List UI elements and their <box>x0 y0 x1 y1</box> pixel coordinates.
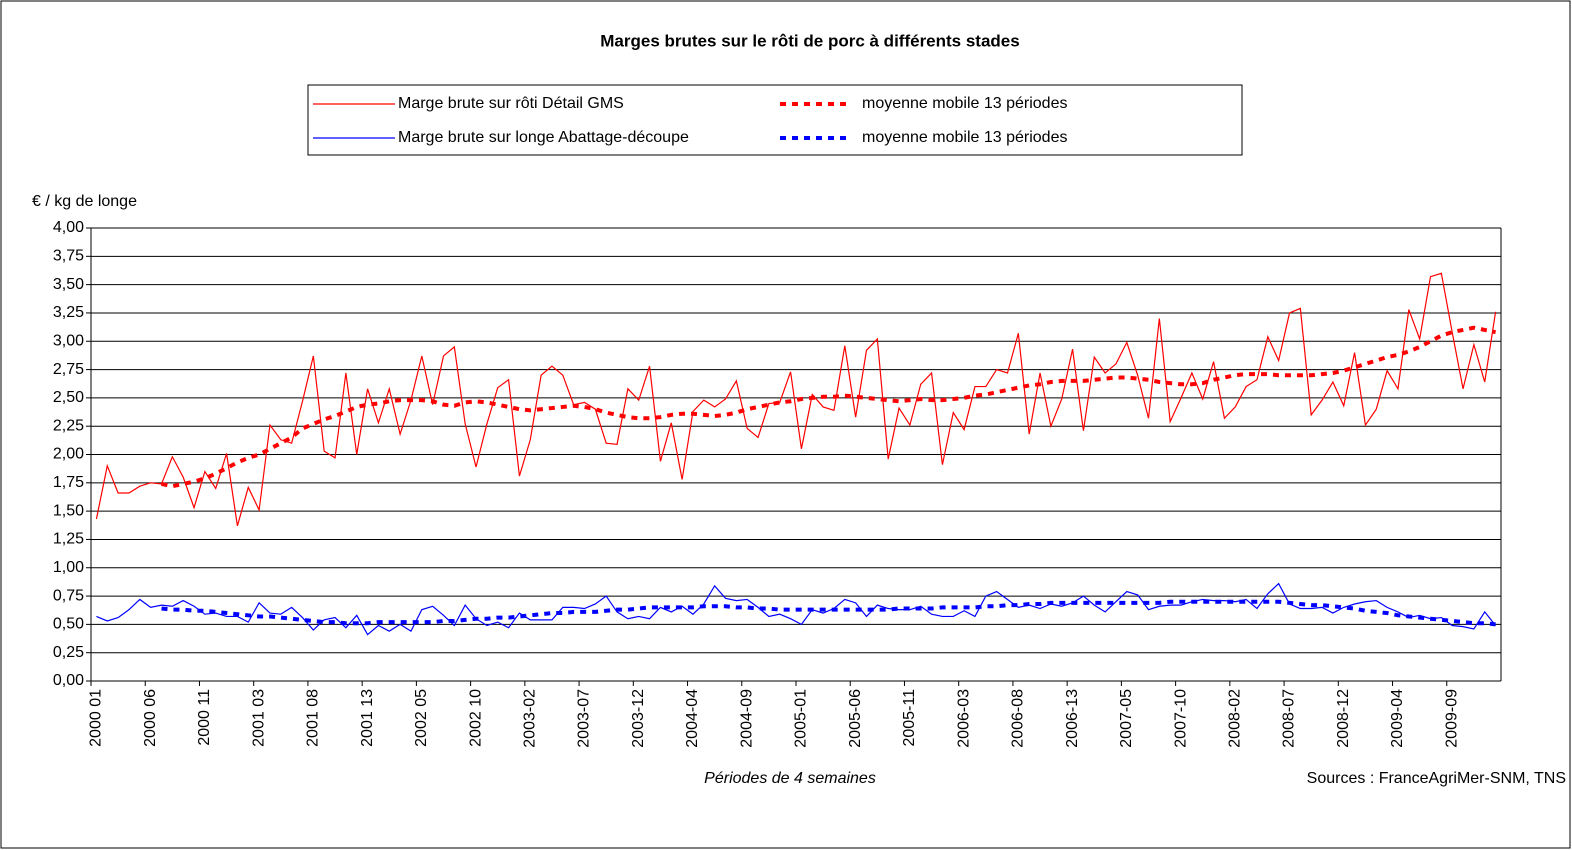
x-tick-label: 2003-12 <box>630 689 647 748</box>
legend-label: Marge brute sur rôti Détail GMS <box>398 95 624 112</box>
legend <box>307 84 1243 156</box>
x-tick-label: 2007-10 <box>1172 689 1189 748</box>
x-axis-label: Périodes de 4 semaines <box>704 770 876 787</box>
chart-title: Marges brutes sur le rôti de porc à diff… <box>600 31 1019 50</box>
y-tick-label: 1,75 <box>53 474 84 491</box>
series-line <box>161 325 1496 489</box>
y-tick-label: 0,25 <box>53 644 84 661</box>
x-tick-label: 2004-09 <box>738 689 755 748</box>
y-tick-label: 2,75 <box>53 361 84 378</box>
series-line <box>95 272 1497 527</box>
x-tick-label: 2006-03 <box>955 689 972 748</box>
y-tick-label: 0,75 <box>53 587 84 604</box>
x-tick-label: 2003-07 <box>576 689 593 748</box>
x-tick-label: 2005-11 <box>901 689 918 747</box>
x-tick-label: 2001 03 <box>250 689 267 747</box>
y-tick-label: 4,00 <box>53 219 84 236</box>
x-tick-label: 2005-06 <box>847 689 864 748</box>
x-tick-label: 2003-02 <box>521 689 538 748</box>
x-tick-label: 2007-05 <box>1118 689 1135 748</box>
x-tick-label: 2002 05 <box>413 689 430 747</box>
y-tick-label: 1,25 <box>53 531 84 548</box>
source: Sources : FranceAgriMer-SNM, TNS <box>1307 770 1566 787</box>
y-axis-label: € / kg de longe <box>32 193 137 210</box>
legend-label: moyenne mobile 13 périodes <box>862 129 1067 146</box>
x-tick-label: 2004-04 <box>684 689 701 748</box>
x-tick-label: 2009-04 <box>1389 689 1406 748</box>
y-tick-label: 1,50 <box>53 502 84 519</box>
x-tick-label: 2009-09 <box>1443 689 1460 748</box>
x-tick-label: 2000 11 <box>196 689 213 746</box>
y-tick-label: 0,50 <box>53 616 84 633</box>
y-tick-label: 2,50 <box>53 389 84 406</box>
y-tick-label: 2,25 <box>53 417 84 434</box>
x-tick-label: 2001 13 <box>359 689 376 747</box>
y-tick-label: 1,00 <box>53 559 84 576</box>
series-line <box>96 582 1497 636</box>
x-tick-label: 2006-13 <box>1064 689 1081 748</box>
legend-label: Marge brute sur longe Abattage-découpe <box>398 129 689 146</box>
x-tick-label: 2000 06 <box>142 689 159 747</box>
y-tick-label: 3,00 <box>53 332 84 349</box>
y-tick-label: 3,75 <box>53 248 84 265</box>
x-tick-label: 2000 01 <box>88 689 105 747</box>
x-tick-label: 2008-07 <box>1281 689 1298 748</box>
x-tick-label: 2006-08 <box>1010 689 1027 748</box>
legend-label: moyenne mobile 13 périodes <box>862 95 1067 112</box>
y-tick-label: 2,00 <box>53 446 84 463</box>
y-tick-label: 0,00 <box>53 672 84 689</box>
x-tick-label: 2008-12 <box>1335 689 1352 748</box>
x-tick-label: 2008-02 <box>1226 689 1243 748</box>
x-tick-label: 2001 08 <box>305 689 322 747</box>
y-tick-label: 3,50 <box>53 276 84 293</box>
y-tick-label: 3,25 <box>53 304 84 321</box>
x-tick-label: 2005-01 <box>793 689 810 748</box>
x-tick-label: 2002 10 <box>467 689 484 747</box>
